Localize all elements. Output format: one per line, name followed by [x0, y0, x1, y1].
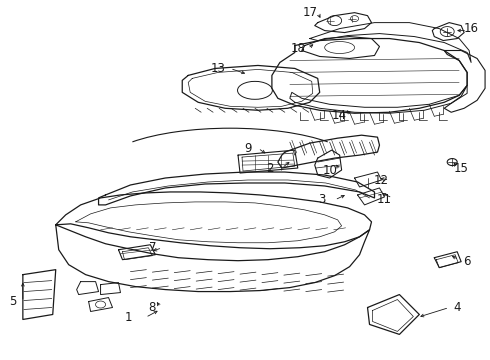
Text: 6: 6: [464, 255, 471, 268]
Text: 5: 5: [9, 295, 17, 308]
Text: 4: 4: [453, 301, 461, 314]
Text: 7: 7: [148, 241, 156, 254]
Text: 13: 13: [211, 62, 225, 75]
Text: 2: 2: [266, 162, 273, 175]
Text: 9: 9: [244, 141, 252, 155]
Text: 8: 8: [148, 301, 156, 314]
Text: 14: 14: [332, 109, 347, 122]
Text: 11: 11: [377, 193, 392, 206]
Text: 1: 1: [124, 311, 132, 324]
Text: 12: 12: [374, 174, 389, 186]
Text: 16: 16: [464, 22, 479, 35]
Text: 18: 18: [291, 42, 305, 55]
Text: 3: 3: [318, 193, 325, 206]
Text: 15: 15: [454, 162, 468, 175]
Text: 17: 17: [302, 6, 317, 19]
Text: 10: 10: [322, 163, 337, 176]
